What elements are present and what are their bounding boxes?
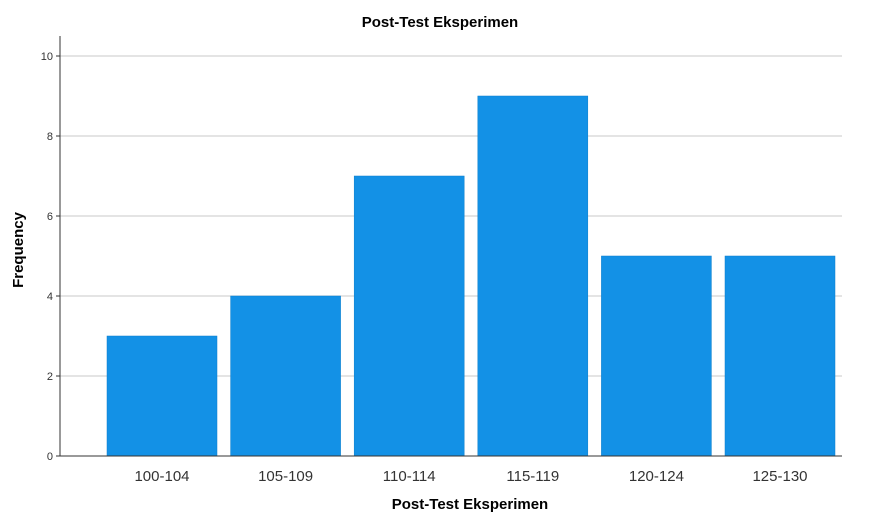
y-tick-label-8: 8	[47, 131, 53, 143]
bar-105-109	[230, 295, 341, 457]
bar-110-114	[353, 175, 465, 457]
x-tick-label-100-104: 100-104	[134, 468, 189, 485]
bar-120-124	[601, 255, 712, 457]
y-tick-label-4: 4	[47, 291, 53, 303]
x-tick-label-120-124: 120-124	[629, 468, 684, 485]
chart-title: Post-Test Eksperimen	[362, 14, 518, 31]
y-tick-label-10: 10	[41, 51, 53, 63]
x-axis-title: Post-Test Eksperimen	[392, 496, 548, 513]
x-tick-label-110-114: 110-114	[383, 468, 436, 485]
y-tick-label-2: 2	[47, 371, 53, 383]
y-tick-labels: 0 2 4 6 8 10	[41, 51, 53, 463]
y-axis-title: Frequency	[10, 211, 27, 288]
bar-125-130	[724, 255, 836, 457]
bar-100-104	[106, 335, 218, 457]
bar-115-119	[477, 95, 589, 457]
y-tick-label-0: 0	[47, 451, 53, 463]
x-tick-label-105-109: 105-109	[258, 468, 313, 485]
x-tick-label-115-119: 115-119	[506, 468, 559, 485]
x-tick-label-125-130: 125-130	[752, 468, 807, 485]
y-tick-label-6: 6	[47, 211, 53, 223]
bars	[106, 95, 836, 457]
axes	[56, 36, 842, 457]
x-tick-labels: 100-104 105-109 110-114 115-119 120-124 125-1…	[134, 468, 807, 485]
